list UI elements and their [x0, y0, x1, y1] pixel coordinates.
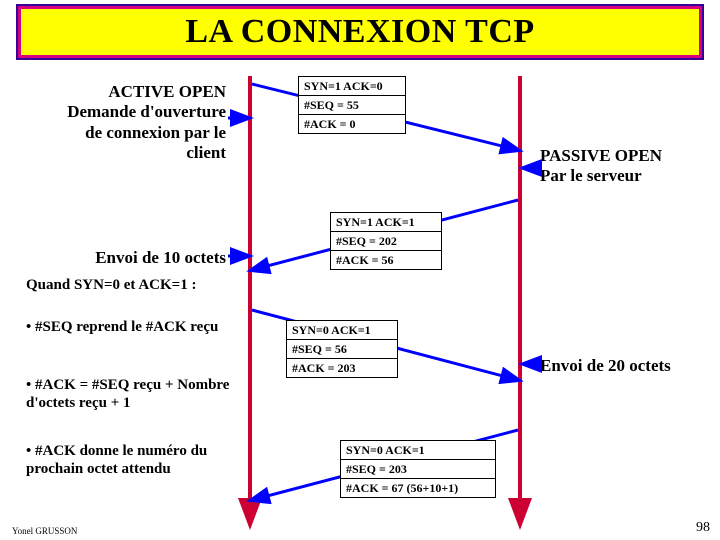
- packet-1-seq: #SEQ = 55: [299, 96, 405, 114]
- packet-2-ack: #ACK = 56: [331, 250, 441, 269]
- passive-open-line2: Par le serveur: [540, 166, 700, 186]
- packet-4-ack: #ACK = 67 (56+10+1): [341, 478, 495, 497]
- active-open-line1: ACTIVE OPEN: [26, 82, 226, 102]
- envoi10-label: Envoi de 10 octets: [26, 248, 226, 268]
- packet-3: SYN=0 ACK=1 #SEQ = 56 #ACK = 203: [286, 320, 398, 378]
- envoi20-label: Envoi de 20 octets: [540, 356, 700, 376]
- footer-author: Yonel GRUSSON: [12, 526, 77, 536]
- packet-2-seq: #SEQ = 202: [331, 232, 441, 250]
- packet-3-seq: #SEQ = 56: [287, 340, 397, 358]
- packet-3-hdr: SYN=0 ACK=1: [287, 321, 397, 340]
- active-open-label: ACTIVE OPEN Demande d'ouverture de conne…: [26, 82, 226, 164]
- packet-3-ack: #ACK = 203: [287, 358, 397, 377]
- bullet1: • #SEQ reprend le #ACK reçu: [26, 318, 226, 336]
- bullet3: • #ACK donne le numéro du prochain octet…: [26, 442, 236, 478]
- packet-4: SYN=0 ACK=1 #SEQ = 203 #ACK = 67 (56+10+…: [340, 440, 496, 498]
- packet-2-hdr: SYN=1 ACK=1: [331, 213, 441, 232]
- envoi10-text: Envoi de 10 octets: [95, 248, 226, 267]
- bullet2: • #ACK = #SEQ reçu + Nombre d'octets reç…: [26, 376, 236, 412]
- envoi20-text: Envoi de 20 octets: [540, 356, 671, 375]
- bullet1-text: • #SEQ reprend le #ACK reçu: [26, 319, 218, 335]
- packet-2: SYN=1 ACK=1 #SEQ = 202 #ACK = 56: [330, 212, 442, 270]
- page-title: LA CONNEXION TCP: [185, 13, 534, 51]
- packet-4-hdr: SYN=0 ACK=1: [341, 441, 495, 460]
- packet-4-seq: #SEQ = 203: [341, 460, 495, 478]
- bullet2-text: • #ACK = #SEQ reçu + Nombre d'octets reç…: [26, 377, 229, 411]
- passive-open-line1: PASSIVE OPEN: [540, 146, 700, 166]
- bullet3-text: • #ACK donne le numéro du prochain octet…: [26, 443, 207, 477]
- condition-label: Quand SYN=0 et ACK=1 :: [26, 276, 226, 294]
- title-box: LA CONNEXION TCP: [18, 6, 702, 58]
- passive-open-label: PASSIVE OPEN Par le serveur: [540, 146, 700, 187]
- packet-1: SYN=1 ACK=0 #SEQ = 55 #ACK = 0: [298, 76, 406, 134]
- packet-1-hdr: SYN=1 ACK=0: [299, 77, 405, 96]
- active-open-line4: client: [26, 143, 226, 163]
- packet-1-ack: #ACK = 0: [299, 114, 405, 133]
- condition-text: Quand SYN=0 et ACK=1 :: [26, 277, 196, 293]
- footer-page: 98: [696, 520, 710, 536]
- active-open-line3: de connexion par le: [26, 123, 226, 143]
- active-open-line2: Demande d'ouverture: [26, 102, 226, 122]
